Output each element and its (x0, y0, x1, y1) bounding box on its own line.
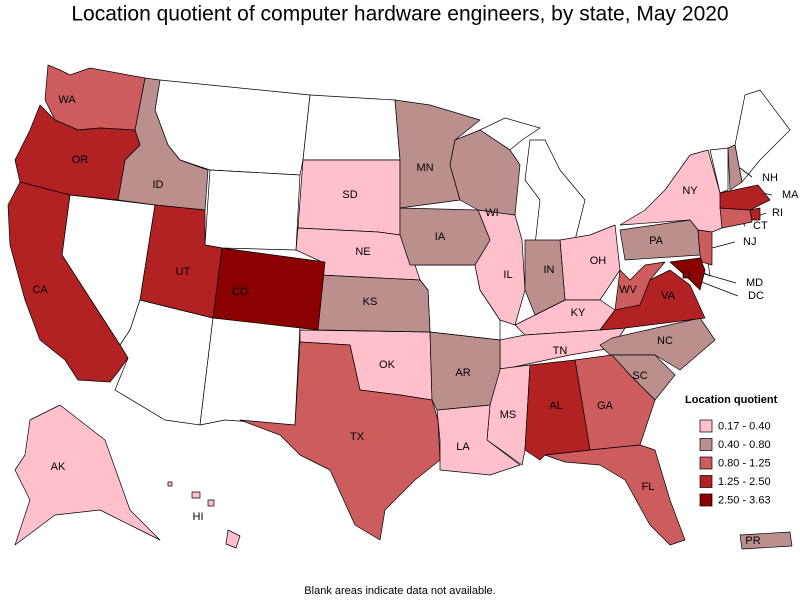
state-label: AK (51, 461, 66, 473)
state-label: CA (32, 284, 48, 296)
state-label: SD (342, 189, 357, 201)
state-label: VA (661, 290, 676, 302)
state-label: MN (416, 162, 433, 174)
state-shape (749, 207, 761, 221)
state-shape (14, 404, 161, 546)
state-shape (204, 169, 301, 251)
footnote: Blank areas indicate data not available. (304, 585, 495, 597)
state-shape (449, 129, 521, 216)
state-label: PA (649, 235, 664, 247)
legend-label: 2.50 - 3.63 (718, 494, 771, 506)
state-label: PR (745, 535, 760, 547)
state-label: WI (485, 207, 498, 219)
state-label: GA (597, 400, 614, 412)
state-shape (207, 499, 215, 507)
state-label: NH (762, 172, 778, 184)
state-label: NY (682, 185, 698, 197)
state-label: RI (772, 207, 783, 219)
state-shape (727, 144, 743, 191)
legend-label: 1.25 - 2.50 (718, 476, 771, 488)
map-title: Location quotient of computer hardware e… (71, 3, 728, 26)
state-label: CT (753, 220, 768, 232)
state-label: FL (642, 481, 655, 493)
state-shape (524, 359, 591, 461)
legend-swatch (699, 456, 713, 470)
legend-swatch (699, 419, 713, 433)
state-shape (167, 481, 173, 487)
legend-label: 0.40 - 0.80 (718, 439, 771, 451)
state-label: OH (590, 255, 607, 267)
legend-label: 0.80 - 1.25 (718, 457, 771, 469)
state-shape (524, 239, 566, 316)
state-shape (682, 271, 690, 279)
state-shape (709, 147, 729, 194)
state-label: AR (455, 367, 470, 379)
state-label: ID (153, 179, 164, 191)
state-label: IL (503, 269, 512, 281)
state-label: HI (193, 511, 204, 523)
state-label: LA (456, 441, 470, 453)
state-label: MA (782, 189, 799, 201)
state-label: WV (619, 284, 637, 296)
state-shape (524, 139, 586, 246)
legend-swatch (699, 438, 713, 451)
state-shape (544, 444, 686, 546)
legend-swatch (699, 475, 713, 488)
state-shape (619, 149, 723, 233)
state-shape (436, 404, 521, 476)
state-label: NJ (743, 236, 756, 248)
legend-title: Location quotient (685, 394, 778, 406)
state-shape (302, 94, 401, 161)
state-label: SC (632, 370, 647, 382)
state-shape (719, 207, 753, 229)
state-label: MS (500, 409, 517, 421)
state-label: IN (544, 264, 555, 276)
state-label: KY (571, 307, 586, 319)
state-shape (191, 491, 201, 499)
state-shape (739, 531, 793, 550)
state-label: IA (435, 231, 446, 243)
state-label: CO (232, 286, 249, 298)
state-shape (14, 104, 141, 201)
state-shape (199, 317, 301, 426)
state-label: WA (58, 94, 76, 106)
state-shape (599, 269, 706, 331)
legend-swatch (699, 493, 713, 507)
state-shape (225, 529, 241, 549)
state-labels: SD NE OK IL OH KY TN MS LA NY AK HI ID MN IA WI KS AR IN PA… (32, 94, 799, 547)
state-label: OR (72, 154, 89, 166)
state-label: NC (657, 335, 673, 347)
state-label: NE (355, 246, 370, 258)
state-shape (719, 184, 771, 211)
state-label: DC (748, 290, 764, 302)
state-shape (734, 89, 791, 183)
state-label: TX (350, 431, 365, 443)
state-label: UT (176, 266, 191, 278)
states (7, 64, 793, 550)
state-label: KS (363, 296, 378, 308)
state-label: OK (379, 359, 396, 371)
state-shape (239, 341, 441, 541)
state-shape (7, 181, 129, 383)
state-shape (212, 247, 326, 331)
state-label: AL (549, 400, 562, 412)
state-label: TN (553, 345, 568, 357)
state-label: MD (746, 277, 763, 289)
legend-label: 0.17 - 0.40 (718, 420, 771, 432)
state-shape (697, 229, 713, 266)
